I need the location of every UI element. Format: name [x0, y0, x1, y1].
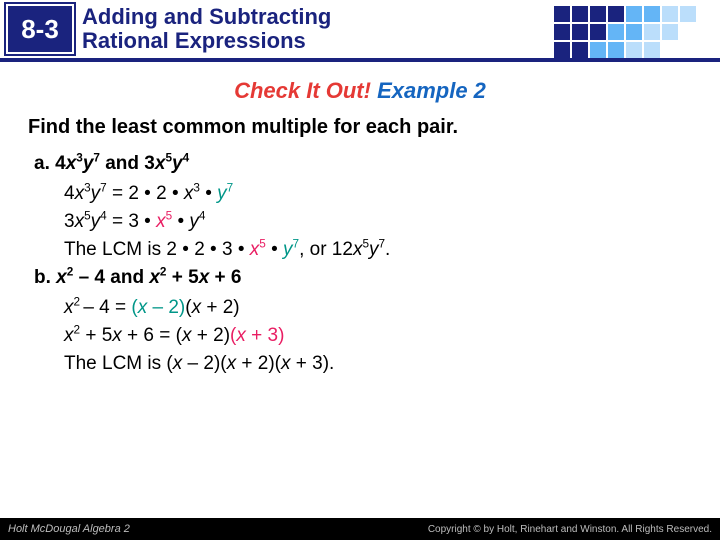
grid-square	[662, 42, 678, 58]
grid-square	[608, 6, 624, 22]
grid-square	[662, 24, 678, 40]
grid-square	[572, 6, 588, 22]
footer-copyright: Copyright © by Holt, Rinehart and Winsto…	[428, 524, 712, 535]
decorative-grid	[554, 6, 714, 58]
grid-square	[590, 6, 606, 22]
grid-square	[590, 42, 606, 58]
part-b-lcm: The LCM is (x – 2)(x + 2)(x + 3).	[64, 353, 692, 375]
part-a-factor-1: 4x3y7 = 2 • 2 • x3 • y7	[64, 183, 692, 205]
slide-content: Check It Out! Example 2 Find the least c…	[0, 62, 720, 375]
header-underline	[0, 58, 720, 62]
grid-square	[608, 24, 624, 40]
check-red: Check It Out!	[234, 78, 371, 103]
grid-square	[698, 6, 714, 22]
grid-square	[698, 24, 714, 40]
check-it-out-heading: Check It Out! Example 2	[28, 78, 692, 104]
grid-square	[554, 42, 570, 58]
title-line-2: Rational Expressions	[82, 29, 331, 53]
part-b-factor-1: x2 – 4 = (x – 2)(x + 2)	[64, 297, 692, 319]
prompt-text: Find the least common multiple for each …	[28, 116, 692, 139]
lesson-badge: 8-3	[4, 2, 76, 56]
grid-square	[626, 24, 642, 40]
part-b-given: x2 – 4 and x2 + 5x + 6	[56, 267, 241, 288]
title-line-1: Adding and Subtracting	[82, 5, 331, 29]
footer-bar: Holt McDougal Algebra 2 Copyright © by H…	[0, 518, 720, 540]
grid-square	[572, 24, 588, 40]
part-b-factor-2: x2 + 5x + 6 = (x + 2)(x + 3)	[64, 325, 692, 347]
header-bar: 8-3 Adding and Subtracting Rational Expr…	[0, 0, 720, 62]
grid-square	[680, 42, 696, 58]
lesson-number: 8-3	[8, 6, 72, 52]
grid-square	[662, 6, 678, 22]
footer-left-text: Holt McDougal Algebra 2	[8, 523, 130, 535]
grid-square	[626, 42, 642, 58]
grid-square	[554, 6, 570, 22]
check-blue: Example 2	[371, 78, 486, 103]
grid-square	[554, 24, 570, 40]
grid-square	[644, 42, 660, 58]
part-b-label: b. x2 – 4 and x2 + 5x + 6	[34, 267, 692, 289]
part-a-label: a. 4x3y7 and 3x5y4	[34, 153, 692, 175]
grid-square	[572, 42, 588, 58]
part-a-given: 4x3y7 and 3x5y4	[55, 153, 189, 174]
grid-square	[590, 24, 606, 40]
part-a-factor-2: 3x5y4 = 3 • x5 • y4	[64, 211, 692, 233]
grid-square	[626, 6, 642, 22]
grid-square	[644, 24, 660, 40]
lesson-title: Adding and Subtracting Rational Expressi…	[82, 2, 331, 56]
part-a-lcm: The LCM is 2 • 2 • 3 • x5 • y7, or 12x5y…	[64, 239, 692, 261]
grid-square	[680, 6, 696, 22]
grid-square	[644, 6, 660, 22]
grid-square	[680, 24, 696, 40]
grid-square	[608, 42, 624, 58]
grid-square	[698, 42, 714, 58]
